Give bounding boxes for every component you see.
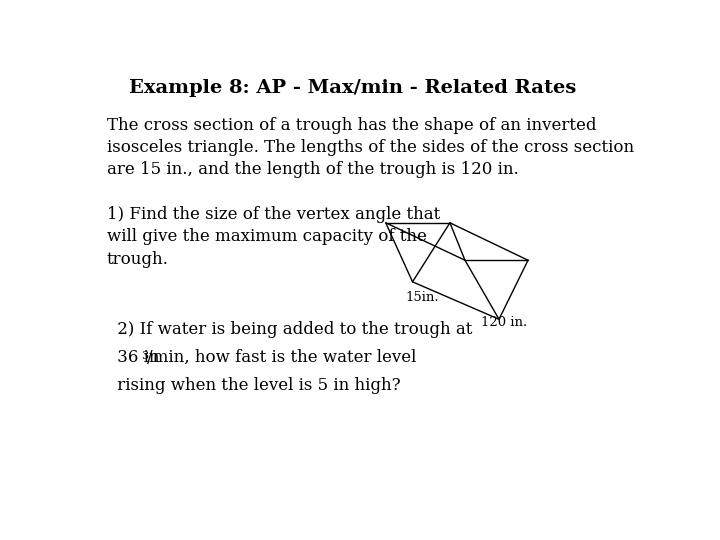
Text: 3: 3 bbox=[141, 351, 148, 361]
Text: 15in.: 15in. bbox=[405, 292, 439, 305]
Text: The cross section of a trough has the shape of an inverted
isosceles triangle. T: The cross section of a trough has the sh… bbox=[107, 117, 634, 178]
Text: 120 in.: 120 in. bbox=[481, 316, 527, 329]
Text: 1) Find the size of the vertex angle that
will give the maximum capacity of the
: 1) Find the size of the vertex angle tha… bbox=[107, 206, 440, 268]
Text: 36 in: 36 in bbox=[112, 349, 160, 366]
Text: rising when the level is 5 in high?: rising when the level is 5 in high? bbox=[112, 377, 401, 394]
Text: /min, how fast is the water level: /min, how fast is the water level bbox=[148, 349, 417, 366]
Text: 2) If water is being added to the trough at: 2) If water is being added to the trough… bbox=[112, 321, 473, 338]
Text: Example 8: AP - Max/min - Related Rates: Example 8: AP - Max/min - Related Rates bbox=[129, 79, 576, 97]
